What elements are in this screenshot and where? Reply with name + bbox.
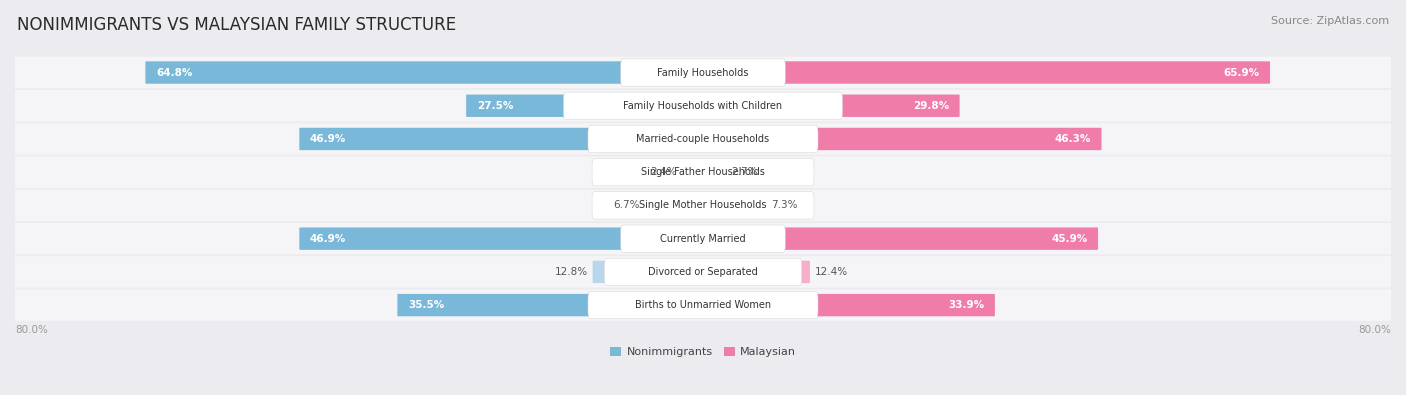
- Text: 45.9%: 45.9%: [1052, 234, 1087, 244]
- FancyBboxPatch shape: [703, 261, 810, 283]
- Text: 12.4%: 12.4%: [815, 267, 848, 277]
- Text: 7.3%: 7.3%: [770, 200, 797, 211]
- Text: 6.7%: 6.7%: [614, 200, 640, 211]
- FancyBboxPatch shape: [299, 228, 703, 250]
- FancyBboxPatch shape: [14, 190, 1392, 221]
- FancyBboxPatch shape: [592, 158, 814, 186]
- FancyBboxPatch shape: [299, 128, 703, 150]
- FancyBboxPatch shape: [645, 194, 703, 216]
- Text: 2.4%: 2.4%: [651, 167, 678, 177]
- Text: 46.3%: 46.3%: [1054, 134, 1091, 144]
- Text: 2.7%: 2.7%: [731, 167, 758, 177]
- FancyBboxPatch shape: [398, 294, 703, 316]
- FancyBboxPatch shape: [467, 94, 703, 117]
- FancyBboxPatch shape: [592, 192, 814, 219]
- Text: 29.8%: 29.8%: [912, 101, 949, 111]
- Text: Family Households with Children: Family Households with Children: [623, 101, 783, 111]
- FancyBboxPatch shape: [14, 123, 1392, 155]
- FancyBboxPatch shape: [14, 289, 1392, 321]
- Text: 12.8%: 12.8%: [554, 267, 588, 277]
- Text: Births to Unmarried Women: Births to Unmarried Women: [636, 300, 770, 310]
- FancyBboxPatch shape: [588, 292, 818, 319]
- Text: 35.5%: 35.5%: [408, 300, 444, 310]
- Text: Currently Married: Currently Married: [661, 234, 745, 244]
- Text: 27.5%: 27.5%: [477, 101, 513, 111]
- FancyBboxPatch shape: [620, 59, 786, 86]
- FancyBboxPatch shape: [145, 61, 703, 84]
- FancyBboxPatch shape: [703, 128, 1101, 150]
- FancyBboxPatch shape: [703, 228, 1098, 250]
- FancyBboxPatch shape: [14, 223, 1392, 254]
- FancyBboxPatch shape: [682, 161, 703, 183]
- Text: Source: ZipAtlas.com: Source: ZipAtlas.com: [1271, 16, 1389, 26]
- Text: Divorced or Separated: Divorced or Separated: [648, 267, 758, 277]
- FancyBboxPatch shape: [703, 194, 766, 216]
- Text: 64.8%: 64.8%: [156, 68, 193, 77]
- FancyBboxPatch shape: [703, 94, 960, 117]
- FancyBboxPatch shape: [703, 161, 727, 183]
- FancyBboxPatch shape: [14, 57, 1392, 88]
- FancyBboxPatch shape: [564, 92, 842, 119]
- Text: Single Mother Households: Single Mother Households: [640, 200, 766, 211]
- FancyBboxPatch shape: [14, 256, 1392, 288]
- Text: 65.9%: 65.9%: [1223, 68, 1260, 77]
- FancyBboxPatch shape: [703, 61, 1270, 84]
- FancyBboxPatch shape: [592, 261, 703, 283]
- Text: Single Father Households: Single Father Households: [641, 167, 765, 177]
- FancyBboxPatch shape: [703, 294, 995, 316]
- Text: 46.9%: 46.9%: [309, 234, 346, 244]
- Text: 46.9%: 46.9%: [309, 134, 346, 144]
- FancyBboxPatch shape: [14, 156, 1392, 188]
- FancyBboxPatch shape: [14, 90, 1392, 122]
- Text: 80.0%: 80.0%: [1358, 325, 1391, 335]
- Legend: Nonimmigrants, Malaysian: Nonimmigrants, Malaysian: [605, 342, 801, 362]
- Text: NONIMMIGRANTS VS MALAYSIAN FAMILY STRUCTURE: NONIMMIGRANTS VS MALAYSIAN FAMILY STRUCT…: [17, 16, 456, 34]
- FancyBboxPatch shape: [620, 225, 786, 252]
- Text: Family Households: Family Households: [658, 68, 748, 77]
- Text: 80.0%: 80.0%: [15, 325, 48, 335]
- FancyBboxPatch shape: [605, 258, 801, 286]
- Text: 33.9%: 33.9%: [948, 300, 984, 310]
- Text: Married-couple Households: Married-couple Households: [637, 134, 769, 144]
- FancyBboxPatch shape: [588, 125, 818, 152]
